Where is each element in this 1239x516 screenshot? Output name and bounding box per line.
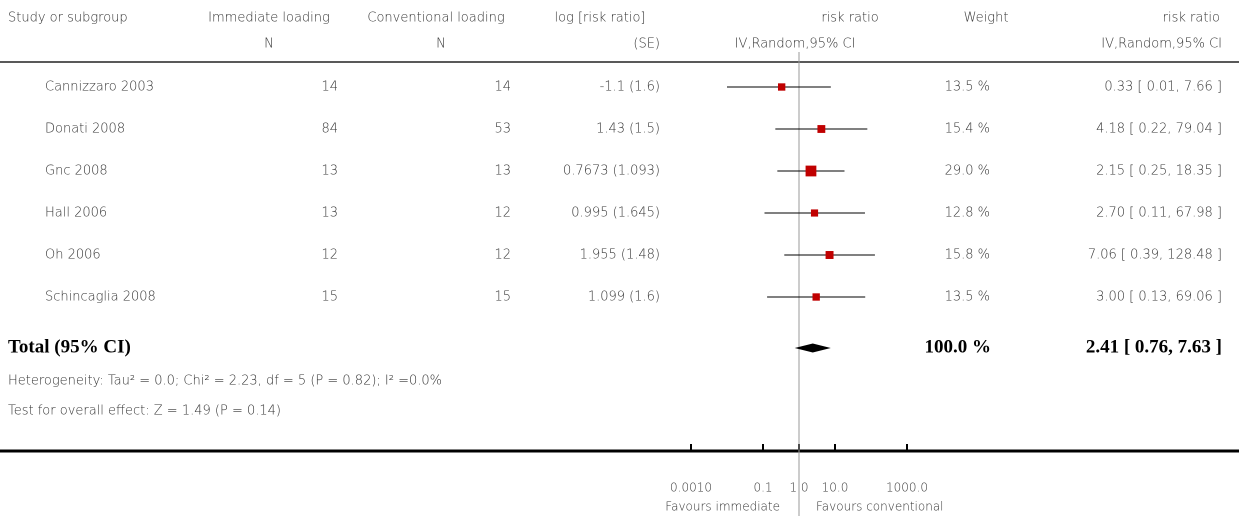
header: log [risk ratio] <box>554 11 645 26</box>
effect-square <box>805 165 817 177</box>
immediate-n: 13 <box>321 164 338 179</box>
log-rr-se: -1.1 (1.6) <box>600 80 660 95</box>
immediate-n: 14 <box>321 80 338 95</box>
log-rr-se: 0.7673 (1.093) <box>563 164 660 179</box>
weight: 15.8 % <box>945 248 990 263</box>
x-tick-label: 1000.0 <box>886 481 928 495</box>
x-tick-label: 10.0 <box>822 481 849 495</box>
log-rr-se: 1.43 (1.5) <box>596 122 660 137</box>
weight: 13.5 % <box>945 80 990 95</box>
total-rr: 2.41 [ 0.76, 7.63 ] <box>1086 336 1222 357</box>
header: N <box>264 37 274 52</box>
conventional-n: 12 <box>494 248 511 263</box>
immediate-n: 12 <box>321 248 338 263</box>
conventional-n: 13 <box>494 164 511 179</box>
weight: 29.0 % <box>945 164 990 179</box>
study-name: Hall 2006 <box>45 206 107 221</box>
log-rr-se: 0.995 (1.645) <box>571 206 660 221</box>
weight: 15.4 % <box>945 122 990 137</box>
header: IV,Random,95% CI <box>735 37 856 52</box>
conventional-n: 12 <box>494 206 511 221</box>
overall-effect: Test for overall effect: Z = 1.49 (P = 0… <box>8 404 281 419</box>
heterogeneity: Heterogeneity: Tau² = 0.0; Chi² = 2.23, … <box>8 374 442 389</box>
header: Immediate loading <box>208 11 330 26</box>
log-rr-se: 1.099 (1.6) <box>588 290 660 305</box>
study-name: Gnc 2008 <box>45 164 108 179</box>
weight: 13.5 % <box>945 290 990 305</box>
effect-square <box>812 293 820 301</box>
rr-ci: 3.00 [ 0.13, 69.06 ] <box>1096 290 1222 305</box>
x-tick-label: 0.1 <box>753 481 772 495</box>
header: (SE) <box>633 37 660 52</box>
effect-square <box>777 83 786 91</box>
rr-ci: 7.06 [ 0.39, 128.48 ] <box>1088 248 1222 263</box>
favours-right: Favours conventional <box>816 500 944 514</box>
study-name: Cannizzaro 2003 <box>45 80 154 95</box>
conventional-n: 15 <box>494 290 511 305</box>
weight: 12.8 % <box>945 206 990 221</box>
total-weight: 100.0 % <box>925 336 992 357</box>
header: risk ratio <box>1163 11 1220 26</box>
study-name: Donati 2008 <box>45 122 125 137</box>
effect-square <box>817 125 826 133</box>
favours-left: Favours immediate <box>665 500 780 514</box>
effect-square <box>810 209 819 217</box>
effect-square <box>825 251 834 259</box>
rr-ci: 0.33 [ 0.01, 7.66 ] <box>1104 80 1222 95</box>
header: Study or subgroup <box>8 11 128 26</box>
total-label: Total (95% CI) <box>8 336 131 357</box>
header: Conventional loading <box>367 11 504 26</box>
study-name: Schincaglia 2008 <box>45 290 156 305</box>
rr-ci: 2.70 [ 0.11, 67.98 ] <box>1096 206 1222 221</box>
total-diamond <box>794 343 831 353</box>
header: risk ratio <box>821 11 878 26</box>
immediate-n: 15 <box>321 290 338 305</box>
log-rr-se: 1.955 (1.48) <box>580 248 660 263</box>
header: Weight <box>964 11 1009 26</box>
immediate-n: 84 <box>321 122 338 137</box>
conventional-n: 14 <box>494 80 511 95</box>
immediate-n: 13 <box>321 206 338 221</box>
conventional-n: 53 <box>494 122 511 137</box>
x-tick-label: 0.0010 <box>670 481 712 495</box>
rr-ci: 2.15 [ 0.25, 18.35 ] <box>1096 164 1222 179</box>
header: N <box>436 37 446 52</box>
study-name: Oh 2006 <box>45 248 101 263</box>
header: IV,Random,95% CI <box>1101 37 1222 52</box>
rr-ci: 4.18 [ 0.22, 79.04 ] <box>1096 122 1222 137</box>
